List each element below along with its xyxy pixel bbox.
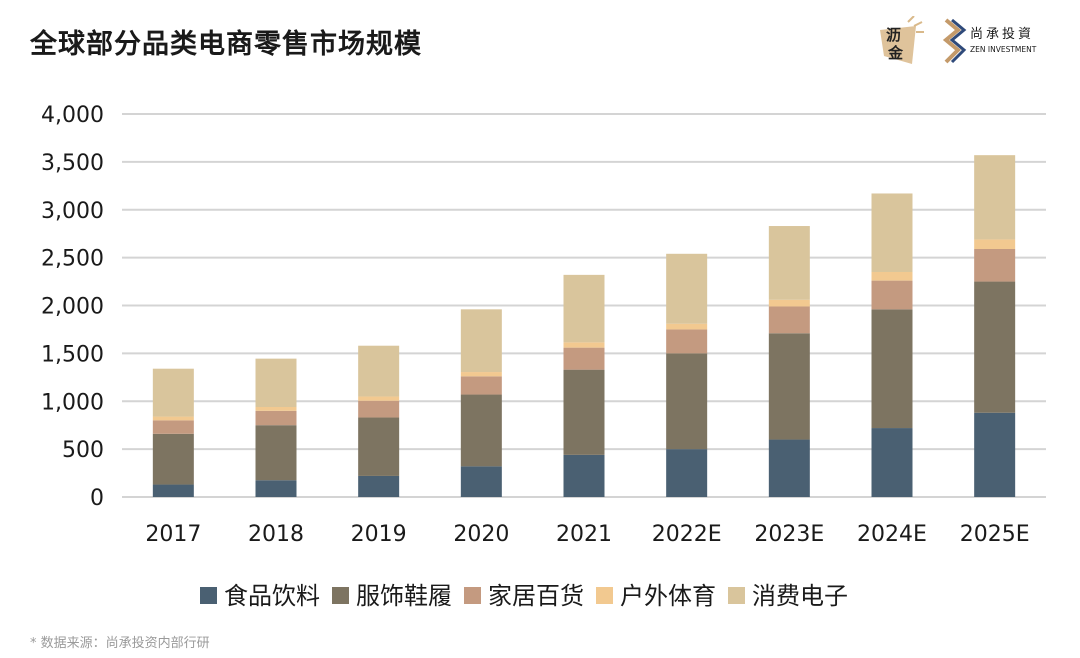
bar-segment	[460, 309, 502, 373]
bar-segment	[460, 372, 502, 377]
bar-segment	[358, 417, 400, 476]
bar-segment	[666, 329, 708, 354]
x-tick-label: 2025E	[960, 522, 1030, 547]
chart-title: 全球部分品类电商零售市场规模	[30, 29, 422, 60]
y-tick-label: 500	[62, 438, 104, 463]
legend-label: 服饰鞋履	[356, 582, 452, 610]
bar-segment	[974, 155, 1016, 240]
bar-segment	[358, 475, 400, 497]
bar-segment	[871, 193, 913, 272]
bar-segment	[460, 376, 502, 395]
bar-segment	[358, 396, 400, 401]
lijin-logo: 沥 金	[880, 16, 924, 64]
bar-segment	[152, 420, 194, 434]
bar-segment	[768, 299, 810, 307]
x-tick-label: 2021	[556, 522, 612, 547]
bar-segment	[871, 271, 913, 281]
y-tick-label: 2,500	[41, 247, 104, 272]
legend-swatch	[728, 587, 745, 604]
lijin-logo-text2: 金	[887, 44, 904, 62]
bar-segment	[666, 449, 708, 497]
legend-label: 消费电子	[752, 582, 848, 610]
y-tick-label: 1,500	[41, 342, 104, 367]
bar-segment	[255, 425, 297, 481]
y-tick-label: 3,500	[41, 151, 104, 176]
legend-swatch	[332, 587, 349, 604]
x-axis: 2017 2018 2019 2020 2021 2022E 2023E 2024E 2025E	[145, 522, 1029, 547]
bar-segment	[152, 416, 194, 421]
bar-segment	[768, 306, 810, 334]
x-tick-label: 2019	[351, 522, 407, 547]
legend-swatch	[200, 587, 217, 604]
bar-segment	[563, 347, 605, 370]
zen-logo-name: 尚承投資	[970, 26, 1034, 42]
x-tick-label: 2024E	[857, 522, 927, 547]
bar-segment	[563, 274, 605, 343]
bar-segment	[460, 466, 502, 497]
logos: 沥 金 尚承投資 ZEN INVESTMENT	[880, 16, 1037, 64]
y-tick-label: 3,000	[41, 199, 104, 224]
bar-segment	[768, 226, 810, 300]
zen-investment-logo: 尚承投資 ZEN INVESTMENT	[942, 18, 1037, 64]
y-tick-label: 2,000	[41, 295, 104, 320]
bar-segment	[563, 342, 605, 348]
x-tick-label: 2022E	[652, 522, 722, 547]
bar-segment	[460, 394, 502, 467]
bar-segment	[974, 249, 1016, 282]
x-tick-label: 2023E	[754, 522, 824, 547]
bar-segment	[152, 484, 194, 497]
bar-segment	[358, 400, 400, 418]
bar-segment	[358, 345, 400, 397]
bar-segment	[768, 333, 810, 440]
x-tick-label: 2020	[453, 522, 509, 547]
bar-segment	[255, 358, 297, 407]
bar-segment	[255, 480, 297, 497]
x-tick-label: 2018	[248, 522, 304, 547]
bar-segment	[152, 433, 194, 485]
y-tick-label: 0	[90, 486, 104, 511]
bar-segment	[563, 454, 605, 497]
bar-segment	[974, 412, 1016, 497]
bar-segment	[666, 353, 708, 450]
y-axis: 0 500 1,000 1,500 2,000 2,500 3,000 3,500 4,000	[41, 103, 104, 511]
legend-label: 家居百货	[488, 582, 584, 610]
bar-segment	[768, 439, 810, 497]
data-source-note: * 数据来源：尚承投资内部行研	[30, 636, 210, 651]
y-tick-label: 4,000	[41, 103, 104, 128]
bar-segment	[871, 309, 913, 429]
bar-segment	[255, 406, 297, 411]
bar-segment	[666, 323, 708, 330]
bar-segment	[871, 428, 913, 497]
zen-logo-subtitle: ZEN INVESTMENT	[970, 45, 1037, 54]
legend-swatch	[464, 587, 481, 604]
bar-segment	[255, 410, 297, 426]
bar-segment	[974, 281, 1016, 413]
bar-segment	[974, 239, 1016, 250]
x-tick-label: 2017	[145, 522, 201, 547]
bar-segment	[152, 368, 194, 417]
legend-swatch	[596, 587, 613, 604]
lijin-logo-text1: 沥	[886, 26, 901, 44]
y-tick-label: 1,000	[41, 390, 104, 415]
bar-segment	[563, 369, 605, 455]
bars	[152, 155, 1016, 497]
bar-segment	[871, 280, 913, 310]
legend: 食品饮料 服饰鞋履 家居百货 户外体育 消费电子	[200, 582, 848, 610]
legend-label: 食品饮料	[224, 582, 320, 610]
legend-label: 户外体育	[620, 582, 716, 610]
bar-segment	[666, 253, 708, 324]
